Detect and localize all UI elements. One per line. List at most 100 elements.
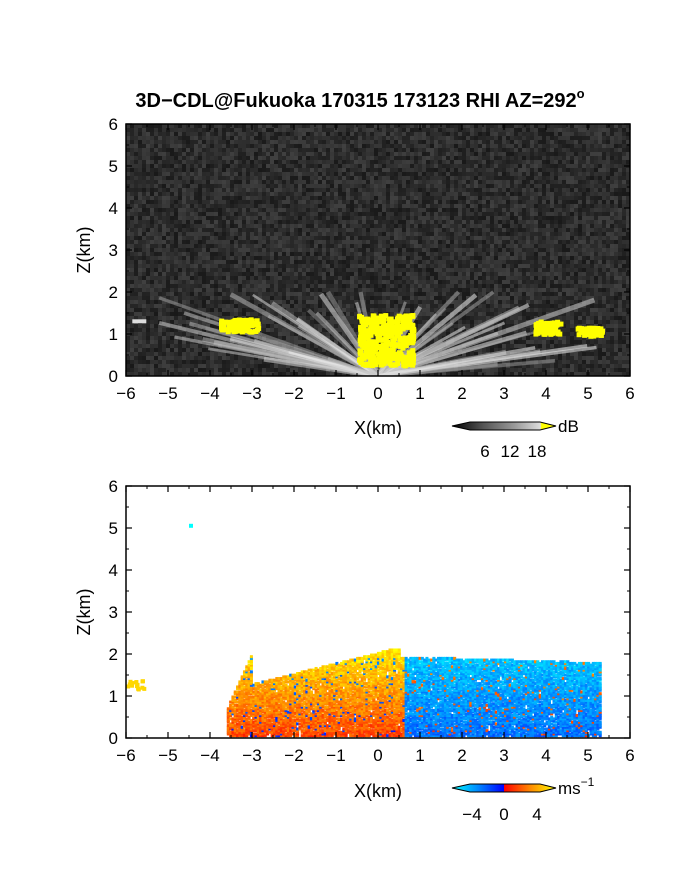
noise-cell: [314, 292, 318, 296]
backscatter-field: [126, 124, 630, 376]
noise-cell: [434, 280, 438, 284]
noise-cell: [146, 260, 150, 264]
noise-cell: [434, 156, 438, 160]
noise-cell: [202, 172, 206, 176]
noise-cell: [370, 140, 374, 144]
noise-cell: [402, 236, 406, 240]
noise-cell: [286, 276, 290, 280]
noise-cell: [410, 164, 414, 168]
noise-cell: [238, 372, 242, 376]
noise-cell: [130, 284, 134, 288]
noise-cell: [430, 272, 434, 276]
noise-cell: [366, 204, 370, 208]
noise-cell: [318, 172, 322, 176]
noise-cell: [318, 304, 322, 308]
noise-cell: [302, 156, 306, 160]
noise-cell: [414, 272, 418, 276]
noise-cell: [258, 124, 262, 128]
noise-cell: [298, 228, 302, 232]
noise-cell: [406, 164, 410, 168]
noise-cell: [330, 224, 334, 228]
noise-cell: [138, 284, 142, 288]
noise-cell: [166, 260, 170, 264]
noise-cell: [226, 204, 230, 208]
noise-cell: [438, 304, 442, 308]
noise-cell: [378, 284, 382, 288]
noise-cell: [286, 368, 290, 372]
noise-cell: [390, 228, 394, 232]
noise-cell: [282, 256, 286, 260]
noise-cell: [186, 352, 190, 356]
noise-cell: [150, 372, 154, 376]
noise-cell: [154, 212, 158, 216]
noise-cell: [126, 280, 130, 284]
noise-cell: [174, 248, 178, 252]
noise-cell: [126, 364, 130, 368]
noise-cell: [414, 196, 418, 200]
noise-cell: [382, 228, 386, 232]
noise-cell: [314, 348, 318, 352]
noise-cell: [402, 268, 406, 272]
noise-cell: [206, 240, 210, 244]
noise-cell: [378, 260, 382, 264]
noise-cell: [138, 268, 142, 272]
noise-cell: [298, 288, 302, 292]
noise-cell: [230, 184, 234, 188]
noise-cell: [142, 304, 146, 308]
noise-cell: [194, 284, 198, 288]
noise-cell: [398, 276, 402, 280]
noise-cell: [174, 268, 178, 272]
noise-cell: [218, 128, 222, 132]
noise-cell: [358, 276, 362, 280]
noise-cell: [362, 272, 366, 276]
noise-cell: [190, 196, 194, 200]
noise-cell: [386, 276, 390, 280]
noise-cell: [138, 164, 142, 168]
noise-cell: [266, 296, 270, 300]
noise-cell: [390, 164, 394, 168]
noise-cell: [426, 232, 430, 236]
noise-cell: [134, 152, 138, 156]
noise-cell: [338, 264, 342, 268]
noise-cell: [170, 156, 174, 160]
noise-cell: [394, 236, 398, 240]
noise-cell: [150, 288, 154, 292]
noise-cell: [150, 264, 154, 268]
noise-cell: [222, 128, 226, 132]
noise-cell: [334, 184, 338, 188]
noise-cell: [330, 372, 334, 376]
noise-cell: [438, 140, 442, 144]
noise-cell: [386, 184, 390, 188]
noise-cell: [262, 236, 266, 240]
noise-cell: [394, 132, 398, 136]
noise-cell: [130, 204, 134, 208]
noise-cell: [174, 240, 178, 244]
noise-cell: [294, 288, 298, 292]
noise-cell: [422, 156, 426, 160]
noise-cell: [170, 220, 174, 224]
noise-cell: [394, 252, 398, 256]
noise-cell: [274, 204, 278, 208]
noise-cell: [218, 300, 222, 304]
noise-cell: [322, 224, 326, 228]
noise-cell: [298, 144, 302, 148]
noise-cell: [354, 172, 358, 176]
noise-cell: [290, 168, 294, 172]
noise-cell: [206, 272, 210, 276]
noise-cell: [198, 124, 202, 128]
noise-cell: [230, 192, 234, 196]
noise-cell: [274, 332, 278, 336]
noise-cell: [166, 152, 170, 156]
noise-cell: [310, 152, 314, 156]
noise-cell: [166, 340, 170, 344]
noise-cell: [358, 284, 362, 288]
noise-cell: [390, 268, 394, 272]
noise-cell: [254, 152, 258, 156]
noise-cell: [210, 280, 214, 284]
noise-cell: [282, 288, 286, 292]
noise-cell: [426, 256, 430, 260]
noise-cell: [182, 364, 186, 368]
noise-cell: [126, 208, 130, 212]
noise-cell: [206, 300, 210, 304]
noise-cell: [238, 364, 242, 368]
